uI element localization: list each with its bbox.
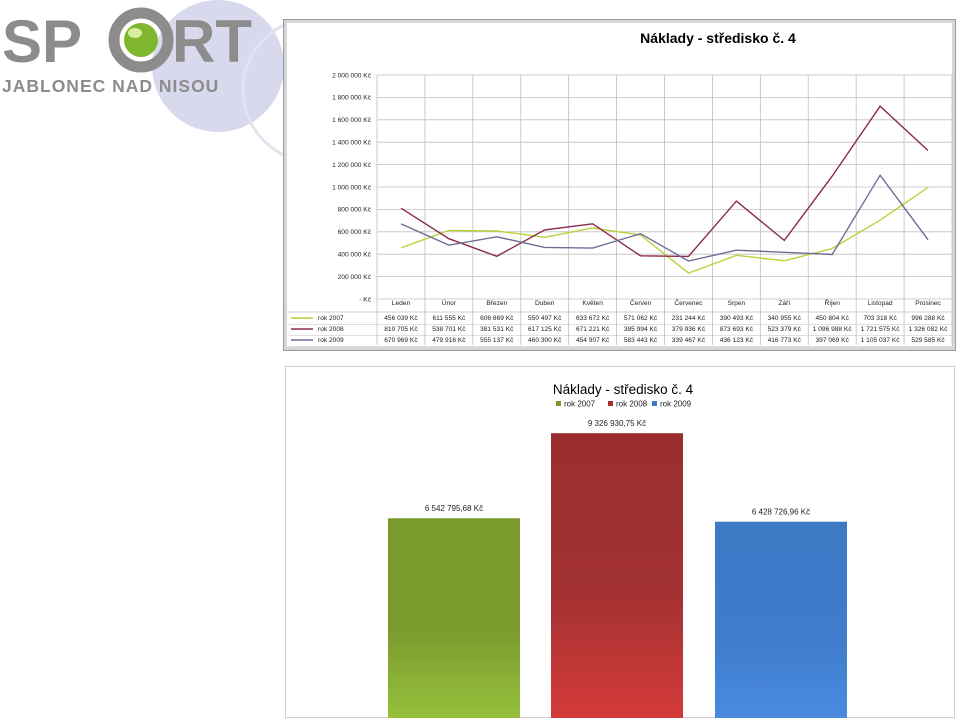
bar-value-label: 6 542 795,68 Kč xyxy=(425,504,483,513)
bar-chart-bars: 6 542 795,68 Kč 9 326 930,75 Kč 6 428 726,… xyxy=(388,419,847,718)
line-chart-title: Náklady - středisko č. 4 xyxy=(640,30,796,46)
table-cell-value: 606 869 Kč xyxy=(480,315,514,322)
table-cell-value: 611 555 Kč xyxy=(432,315,466,322)
x-category-label: Říjen xyxy=(825,298,841,307)
y-tick-label: 2 000 000 Kč xyxy=(332,72,372,79)
table-cell-value: 583 443 Kč xyxy=(624,337,658,344)
legend-key-rok-2007 xyxy=(556,401,561,406)
legend-series-name: rok 2009 xyxy=(318,337,344,344)
legend-label: rok 2008 xyxy=(616,400,648,409)
bar-chart: Náklady - středisko č. 4 rok 2007 rok 200… xyxy=(388,382,847,718)
table-cell-value: 703 318 Kč xyxy=(863,315,897,322)
x-category-label: Leden xyxy=(392,300,411,307)
logo-subtitle: JABLONEC NAD NISOU xyxy=(2,76,219,96)
y-tick-label: 1 200 000 Kč xyxy=(332,162,372,169)
x-category-label: Červenec xyxy=(674,298,703,307)
table-cell-value: 670 969 Kč xyxy=(384,337,418,344)
table-cell-value: 1 096 988 Kč xyxy=(813,326,853,333)
x-category-label: Září xyxy=(778,300,790,307)
table-cell-value: 617 125 Kč xyxy=(528,326,562,333)
series-line-rok-2009 xyxy=(400,173,929,262)
table-cell-value: 339 467 Kč xyxy=(672,337,706,344)
y-tick-label: 200 000 Kč xyxy=(338,274,372,281)
series-line-rok-2008 xyxy=(400,105,929,258)
table-cell-value: 550 497 Kč xyxy=(528,315,562,322)
table-cell-value: 810 705 Kč xyxy=(384,326,418,333)
table-cell-value: 479 916 Kč xyxy=(432,337,466,344)
table-cell-value: 390 493 Kč xyxy=(720,315,754,322)
sport-logo: SP RT JABLONEC NAD NISOU xyxy=(2,0,290,160)
table-cell-value: 454 907 Kč xyxy=(576,337,610,344)
logo-text-rt: RT xyxy=(172,8,252,75)
logo-o-ball xyxy=(124,23,158,57)
legend-series-name: rok 2007 xyxy=(318,315,344,322)
line-chart-frame xyxy=(283,19,956,351)
table-cell-value: 231 244 Kč xyxy=(672,315,706,322)
y-tick-label: 1 800 000 Kč xyxy=(332,95,372,102)
table-cell-value: 397 069 Kč xyxy=(816,337,850,344)
table-cell-value: 436 123 Kč xyxy=(720,337,754,344)
table-cell-value: 456 039 Kč xyxy=(384,315,418,322)
line-chart-y-axis: - Kč 200 000 Kč 400 000 Kč 600 000 Kč 800 00… xyxy=(332,72,372,303)
y-tick-label: 400 000 Kč xyxy=(338,252,372,259)
x-category-label: Březen xyxy=(486,300,507,307)
series-line-rok-2007 xyxy=(400,186,929,274)
logo-o-ring xyxy=(108,7,174,73)
table-cell-value: 1 105 037 Kč xyxy=(861,337,901,344)
y-tick-label: 1 400 000 Kč xyxy=(332,140,372,147)
bar-chart-legend: rok 2007 rok 2008 rok 2009 xyxy=(556,400,692,409)
bar-rok-2007 xyxy=(388,518,520,718)
bar-rok-2008 xyxy=(551,433,683,718)
x-category-label: Duben xyxy=(535,300,555,307)
y-tick-label: 1 600 000 Kč xyxy=(332,117,372,124)
bar-chart-title: Náklady - středisko č. 4 xyxy=(553,382,694,397)
bar-rok-2009 xyxy=(715,521,847,718)
table-cell-value: 996 288 Kč xyxy=(911,315,945,322)
x-category-label: Únor xyxy=(442,298,457,307)
legend-key-rok-2009 xyxy=(652,401,657,406)
table-cell-value: 460 300 Kč xyxy=(528,337,562,344)
legend-label: rok 2007 xyxy=(564,400,596,409)
x-category-label: Srpen xyxy=(728,300,746,307)
line-chart-series xyxy=(400,105,929,274)
table-cell-value: 633 672 Kč xyxy=(576,315,610,322)
table-cell-value: 416 773 Kč xyxy=(768,337,802,344)
table-cell-value: 671 221 Kč xyxy=(576,326,610,333)
decor-circle xyxy=(152,0,284,132)
table-cell-value: 1 721 575 Kč xyxy=(861,326,901,333)
line-chart: Náklady - středisko č. 4 - Kč 200 000 Kč 4… xyxy=(287,30,953,347)
bar-value-label: 6 428 726,96 Kč xyxy=(752,508,810,517)
x-category-label: Prosinec xyxy=(915,300,941,307)
legend-key-rok-2008 xyxy=(608,401,613,406)
table-cell-value: 340 955 Kč xyxy=(768,315,802,322)
table-cell-value: 385 994 Kč xyxy=(624,326,658,333)
legend-label: rok 2009 xyxy=(660,400,692,409)
x-category-label: Listopad xyxy=(868,300,893,307)
table-cell-value: 1 326 082 Kč xyxy=(909,326,949,333)
line-chart-data-table: Leden Únor Březen Duben Květen Červen Červenec… xyxy=(287,298,952,347)
bar-value-label: 9 326 930,75 Kč xyxy=(588,419,646,428)
table-cell-value: 381 531 Kč xyxy=(480,326,514,333)
x-category-label: Květen xyxy=(582,300,603,307)
y-tick-label: 600 000 Kč xyxy=(338,229,372,236)
legend-series-name: rok 2008 xyxy=(318,326,344,333)
y-tick-label: 800 000 Kč xyxy=(338,207,372,214)
logo-o-highlight xyxy=(128,28,142,38)
table-cell-value: 450 804 Kč xyxy=(816,315,850,322)
table-cell-value: 529 585 Kč xyxy=(911,337,945,344)
y-tick-label: 1 000 000 Kč xyxy=(332,184,372,191)
table-cell-value: 571 062 Kč xyxy=(624,315,658,322)
line-chart-grid xyxy=(376,74,953,345)
logo-text-sp: SP xyxy=(2,8,82,75)
table-cell-value: 379 936 Kč xyxy=(672,326,706,333)
x-category-label: Červen xyxy=(630,298,652,307)
table-cell-value: 523 379 Kč xyxy=(768,326,802,333)
table-cell-value: 538 701 Kč xyxy=(432,326,466,333)
decor-ring xyxy=(241,20,290,160)
y-tick-label: - Kč xyxy=(359,296,371,303)
table-cell-value: 873 693 Kč xyxy=(720,326,754,333)
table-cell-value: 555 137 Kč xyxy=(480,337,514,344)
